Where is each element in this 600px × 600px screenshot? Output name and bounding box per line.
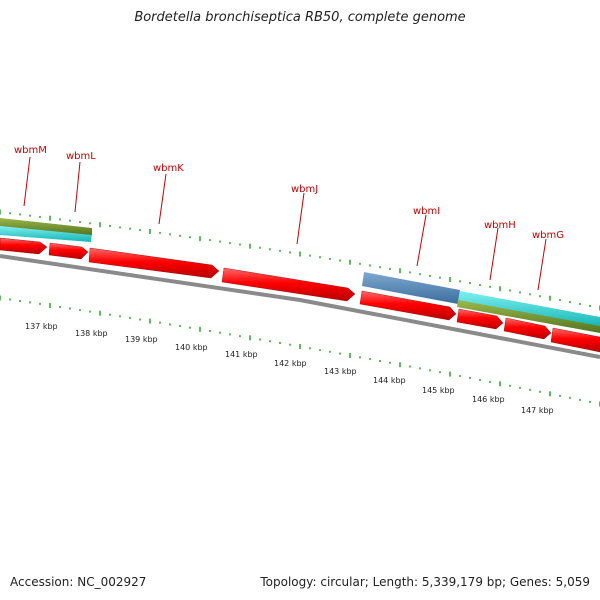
leader-line (489, 227, 499, 281)
gene-label: wbmI (413, 206, 440, 217)
scale-labels: 137 kbp 138 kbp 139 kbp 140 kbp 141 kbp … (25, 322, 554, 415)
scale-label: 144 kbp (373, 376, 406, 385)
leader-line (158, 173, 167, 225)
cds-arrow (88, 247, 220, 279)
leader-line (416, 214, 427, 267)
leader-line (23, 156, 31, 207)
cyan-feature-right (458, 291, 600, 328)
gene-label: wbmK (153, 163, 184, 174)
gene-label: wbmM (14, 145, 47, 156)
cds-arrow (48, 242, 89, 260)
leader-line (74, 161, 81, 213)
accession-label: Accession: NC_002927 (10, 575, 147, 589)
olive-feature-right (457, 300, 600, 333)
leader-line (296, 192, 305, 245)
scale-label: 147 kbp (521, 406, 554, 415)
cds-arrow (359, 290, 457, 321)
cds-arrow (221, 267, 356, 302)
scale-label: 140 kbp (175, 343, 208, 352)
scale-label: 137 kbp (25, 322, 58, 331)
tick-track-outer (0, 209, 600, 311)
scale-label: 145 kbp (422, 386, 455, 395)
gene-label: wbmH (484, 220, 516, 231)
scale-label: 146 kbp (472, 395, 505, 404)
gene-label: wbmJ (291, 184, 318, 195)
scale-label: 142 kbp (274, 359, 307, 368)
gene-label: wbmG (532, 230, 564, 241)
cds-arrow (456, 308, 504, 330)
topology-summary: Topology: circular; Length: 5,339,179 bp… (260, 575, 590, 589)
scale-label: 138 kbp (75, 329, 108, 338)
blue-feature (362, 272, 460, 304)
cds-track (0, 237, 600, 353)
cyan-feature-left (0, 226, 92, 242)
scale-label: 141 kbp (225, 350, 258, 359)
cds-arrow (0, 237, 48, 255)
cds-arrow (550, 327, 600, 353)
olive-feature-left (0, 218, 92, 235)
genome-backbone (0, 254, 600, 359)
cds-arrow (503, 317, 552, 340)
tick-track-inner (0, 295, 600, 407)
leader-line (537, 238, 547, 291)
gene-label: wbmL (66, 151, 96, 162)
gene-leaders (23, 156, 547, 291)
gene-labels: wbmM wbmL wbmK wbmJ wbmI wbmH wbmG (14, 145, 564, 241)
scale-label: 139 kbp (125, 335, 158, 344)
map-title: Bordetella bronchiseptica RB50, complete… (134, 10, 466, 25)
scale-label: 143 kbp (324, 367, 357, 376)
